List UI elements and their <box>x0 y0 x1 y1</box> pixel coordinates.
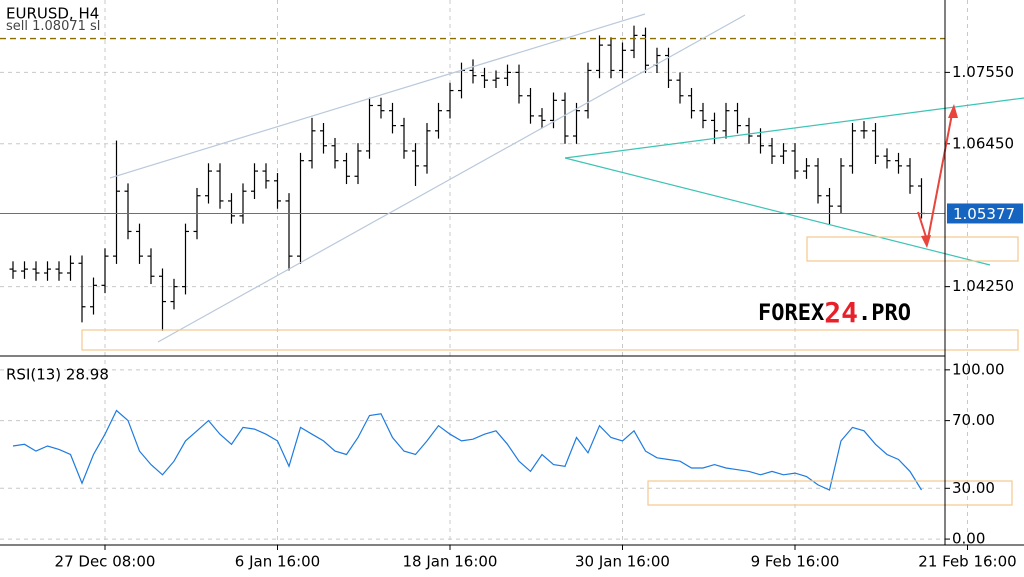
triangle-line <box>564 157 991 266</box>
x-tick-label: 9 Feb 16:00 <box>751 553 840 571</box>
watermark: FOREX24.PRO <box>758 296 911 329</box>
arrow-head <box>948 104 958 118</box>
channel-line <box>109 13 646 179</box>
watermark-part: 24 <box>824 296 858 329</box>
x-tick-label: 27 Dec 08:00 <box>55 553 156 571</box>
rsi-zone <box>647 480 1013 506</box>
x-tick-label: 21 Feb 16:00 <box>918 553 1016 571</box>
chart-title: EURUSD, H4 <box>6 5 99 23</box>
support-zone <box>81 329 1019 351</box>
y-tick-label: 1.07550 <box>952 63 1014 81</box>
order-label: sell 1.08071 sl <box>6 19 100 34</box>
last-price-label: 1.05377 <box>953 205 1015 223</box>
rsi-title: RSI(13) 28.98 <box>6 366 109 384</box>
y-tick-label: 70.00 <box>952 411 995 429</box>
x-tick-label: 6 Jan 16:00 <box>235 553 320 571</box>
last-price-box <box>947 203 1023 224</box>
channel-line <box>157 14 746 343</box>
support-zone <box>806 236 1019 262</box>
watermark-part: .PRO <box>858 301 911 326</box>
x-tick-label: 30 Jan 16:00 <box>575 553 670 571</box>
arrow <box>917 211 928 241</box>
y-tick-label: 1.04250 <box>952 277 1014 295</box>
triangle-line <box>564 97 1024 159</box>
y-tick-label: 100.00 <box>952 360 1005 378</box>
watermark-part: FOREX <box>758 301 824 326</box>
y-tick-label: 0.00 <box>952 530 985 548</box>
arrow <box>926 113 953 245</box>
y-tick-label: 30.00 <box>952 479 995 497</box>
x-tick-label: 18 Jan 16:00 <box>403 553 498 571</box>
rsi-line <box>12 409 923 491</box>
y-tick-label: 1.06450 <box>952 134 1014 152</box>
